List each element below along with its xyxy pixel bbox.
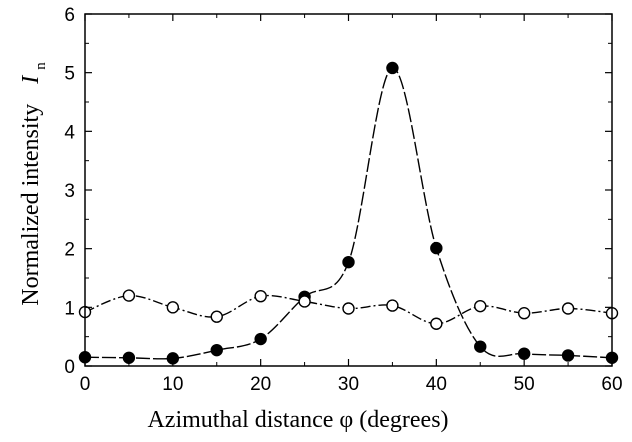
- x-tick-label: 0: [80, 374, 91, 395]
- y-tick-label: 6: [64, 5, 75, 26]
- series-1-point: [561, 349, 575, 362]
- series-1-point: [386, 61, 399, 75]
- x-tick-label: 10: [162, 374, 183, 395]
- series-1: [78, 61, 619, 365]
- series-1-point: [254, 332, 267, 346]
- series-2-point: [474, 299, 487, 313]
- ticks-layer: [84, 13, 613, 367]
- series-1-point: [474, 340, 487, 353]
- series-1-point: [430, 241, 443, 255]
- y-tick-label: 0: [64, 357, 75, 378]
- series-1-point: [122, 351, 136, 364]
- series-2-point: [166, 301, 180, 314]
- series-1-line: [84, 67, 613, 360]
- x-tick-label: 30: [338, 374, 359, 395]
- series-2-point: [122, 289, 136, 302]
- series-2-point: [517, 307, 531, 320]
- tick-labels-layer: 0 10 20 30 40 50 60 0 1 2 3 4 5 6: [64, 5, 622, 395]
- y-axis-title-symbol: I: [18, 75, 44, 85]
- x-tick-label: 40: [426, 374, 447, 395]
- series-2-point: [561, 302, 575, 315]
- y-axis-title: Normalized intensity I n: [18, 62, 49, 306]
- series-layer: [78, 61, 619, 365]
- y-tick-label: 3: [64, 181, 75, 202]
- y-tick-label: 1: [64, 298, 75, 319]
- series-1-point: [210, 343, 223, 357]
- x-tick-label: 60: [601, 374, 622, 395]
- y-tick-label: 2: [64, 240, 75, 261]
- x-tick-label: 50: [514, 374, 535, 395]
- series-1-point: [517, 347, 531, 360]
- y-tick-label: 5: [64, 64, 75, 85]
- series-2-point: [298, 295, 311, 308]
- series-2-point: [342, 302, 355, 315]
- x-axis-title: Azimuthal distance φ (degrees): [147, 407, 448, 433]
- y-axis-title-text: Normalized intensity: [18, 104, 44, 306]
- series-1-point: [342, 255, 355, 269]
- series-2-point: [386, 299, 399, 312]
- series-2-point: [430, 317, 443, 330]
- series-2-point: [210, 310, 223, 323]
- x-tick-label: 20: [250, 374, 271, 395]
- series-2: [78, 289, 619, 330]
- y-axis-title-subscript: n: [33, 62, 49, 70]
- series-2-point: [254, 289, 267, 303]
- y-tick-label: 4: [64, 122, 75, 143]
